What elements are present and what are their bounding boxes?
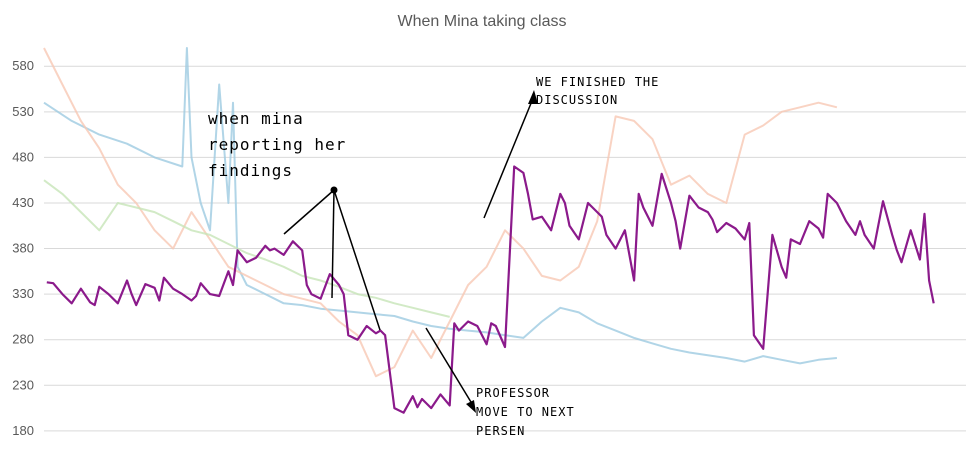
arrow-finished-discussion <box>483 95 535 219</box>
annotation-professor-move-line-3: PERSEN <box>476 424 525 438</box>
annotation-finished-discussion-line-1: WE FINISHED THE <box>536 75 659 89</box>
arrowhead-professor-move <box>466 400 476 413</box>
y-tick-labels: 180 230 280 330 380 430 480 530 580 <box>12 58 34 438</box>
y-tick-label-580: 580 <box>12 58 34 73</box>
arrow-to-second-drop <box>331 189 335 299</box>
series-line-primary <box>46 165 935 414</box>
annotation-professor-move-line-2: MOVE TO NEXT <box>476 405 575 419</box>
y-tick-label-530: 530 <box>12 104 34 119</box>
series-lines <box>43 47 935 414</box>
annotation-mina-reporting-line-3: findings <box>208 161 293 180</box>
y-tick-label-180: 180 <box>12 423 34 438</box>
annotation-finished-discussion-line-2: DISCUSSION <box>536 93 618 107</box>
y-tick-label-280: 280 <box>12 332 34 347</box>
annotations: when mina reporting her findings WE FINI… <box>208 75 659 438</box>
annotation-mina-reporting-line-1: when mina <box>208 109 304 128</box>
arrow-to-first-peak <box>283 189 335 235</box>
y-tick-label-480: 480 <box>12 149 34 164</box>
arrowhead-finished-discussion <box>528 90 538 104</box>
y-tick-label-430: 430 <box>12 195 34 210</box>
y-tick-label-230: 230 <box>12 377 34 392</box>
arrow-professor-move <box>425 327 475 408</box>
y-tick-label-330: 330 <box>12 286 34 301</box>
y-tick-label-380: 380 <box>12 241 34 256</box>
annotation-professor-move-line-1: PROFESSOR <box>476 386 550 400</box>
series-line-faded-1 <box>43 47 837 365</box>
annotation-mina-reporting-line-2: reporting her <box>208 135 346 154</box>
series-line-faded-2 <box>43 47 838 378</box>
series-line-faded-3 <box>43 179 450 318</box>
arrow-to-third-drop <box>333 189 381 331</box>
chart-title: When Mina taking class <box>398 13 567 30</box>
gridlines <box>44 65 966 432</box>
